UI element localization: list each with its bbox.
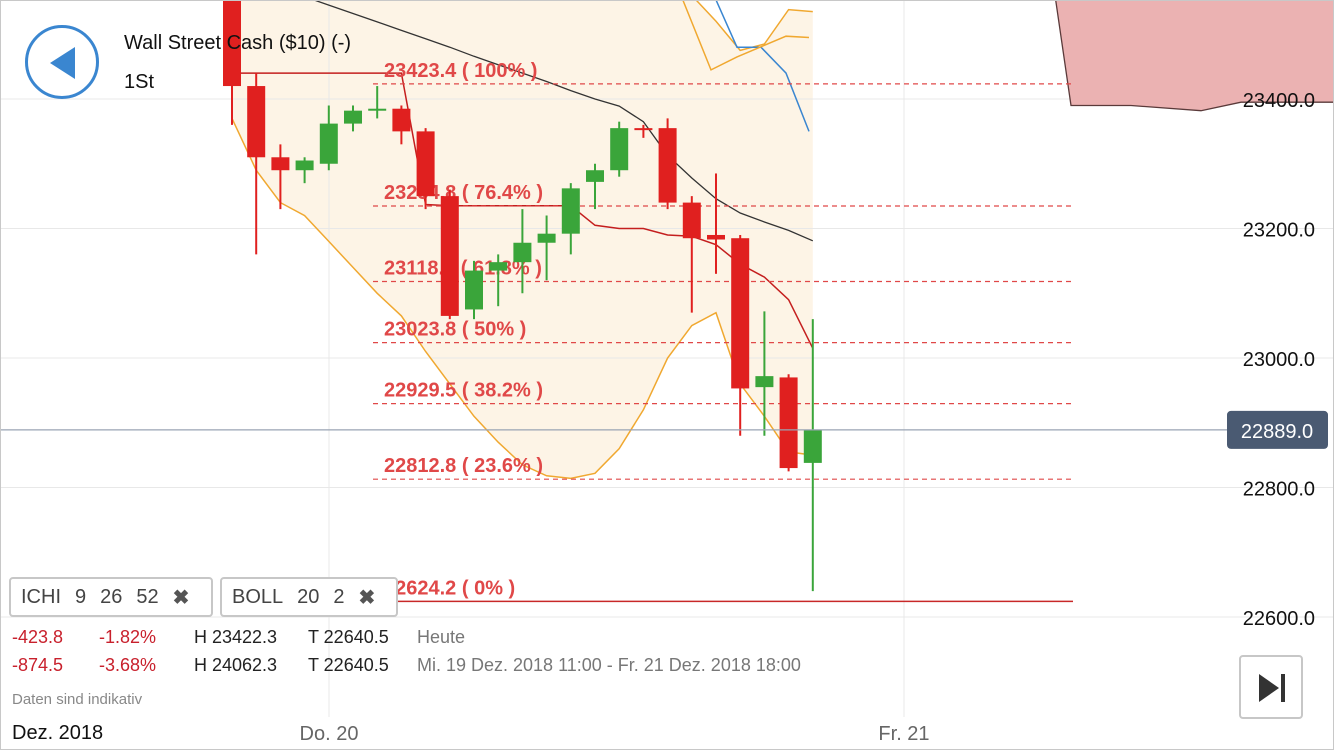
candle-body — [295, 160, 314, 171]
y-axis-tick-label: 23400.0 — [1243, 90, 1315, 112]
close-bollinger-icon[interactable]: ✖ — [358, 586, 376, 609]
candle-body — [271, 157, 290, 171]
ichimoku-param: 9 — [75, 585, 87, 608]
indicative-note: Daten sind indikativ — [12, 691, 143, 708]
low-today: T 22640.5 — [308, 627, 389, 647]
candle-body — [634, 128, 653, 131]
candle-body — [779, 377, 798, 469]
candle-body — [513, 242, 532, 263]
fibonacci-level-label: 22624.2 ( 0% ) — [384, 577, 515, 599]
ichimoku-name: ICHI — [21, 585, 61, 608]
ichimoku-param: 52 — [136, 585, 159, 608]
ichimoku-leading-line — [682, 1, 810, 71]
low-range: T 22640.5 — [308, 655, 389, 675]
candle-body — [489, 262, 508, 271]
back-button[interactable] — [25, 25, 99, 99]
candle-body — [803, 429, 822, 463]
candle-body — [561, 188, 580, 234]
high-range: H 24062.3 — [194, 655, 278, 675]
y-axis-tick-label: 23000.0 — [1243, 349, 1315, 371]
period-today: Heute — [417, 627, 466, 647]
candle-body — [537, 233, 556, 243]
ichimoku-cloud — [1055, 1, 1333, 111]
fibonacci-level-label: 22929.5 ( 38.2% ) — [384, 380, 543, 402]
bollinger-param: 2 — [333, 585, 345, 608]
candle-body — [707, 234, 725, 240]
x-axis-tick-label: Do. 20 — [300, 723, 359, 745]
ichimoku-param: 26 — [100, 585, 123, 608]
candle-body — [344, 110, 362, 124]
close-ichimoku-icon[interactable]: ✖ — [172, 586, 190, 609]
skip-to-end-button[interactable] — [1239, 655, 1303, 719]
back-arrow-icon — [50, 47, 75, 79]
candle-body — [368, 108, 387, 111]
candle-body — [586, 170, 604, 182]
y-axis-tick-label: 22600.0 — [1243, 608, 1315, 630]
candle-body — [682, 202, 701, 239]
ichimoku-indicator-chip[interactable]: ICHI 9 26 52 ✖ — [9, 577, 213, 617]
bollinger-name: BOLL — [232, 585, 284, 608]
bollinger-upper-line — [696, 1, 813, 52]
candle-body — [392, 108, 411, 132]
instrument-title: Wall Street Cash ($10) (-) — [124, 32, 352, 54]
bollinger-indicator-chip[interactable]: BOLL 20 2 ✖ — [220, 577, 398, 617]
candle-body — [416, 131, 435, 197]
y-axis-tick-label: 22800.0 — [1243, 479, 1315, 501]
y-axis-tick-label: 23200.0 — [1243, 220, 1315, 242]
ichimoku-cloud-edge — [1055, 1, 1333, 112]
current-price-tag — [1227, 410, 1328, 449]
fibonacci-level-label: 23023.8 ( 50% ) — [384, 319, 526, 341]
candle-body — [440, 196, 459, 316]
timeframe-label[interactable]: 1St — [124, 71, 155, 93]
current-price-label: 22889.0 — [1241, 421, 1313, 443]
fibonacci-level-label: 23234.8 ( 76.4% ) — [384, 182, 543, 204]
skip-end-icon — [1259, 674, 1285, 702]
high-today: H 23422.3 — [194, 627, 278, 647]
candle-body — [755, 376, 774, 388]
candle-body — [319, 123, 338, 164]
bollinger-lower-line — [231, 118, 813, 480]
x-axis-tick-label: Fr. 21 — [878, 723, 929, 745]
fibonacci-level-label: 22812.8 ( 23.6% ) — [384, 455, 543, 477]
change-today: -423.8 — [12, 627, 64, 647]
candle-body — [223, 1, 241, 87]
bollinger-param: 20 — [297, 585, 320, 608]
candle-body — [658, 128, 677, 203]
candle-body — [247, 86, 266, 158]
candle-body — [465, 270, 483, 310]
period-range: Mi. 19 Dez. 2018 11:00 - Fr. 21 Dez. 201… — [417, 655, 801, 675]
current-month-label: Dez. 2018 — [1, 718, 123, 749]
change-pct-today: -1.82% — [99, 627, 157, 647]
candle-body — [610, 128, 629, 171]
fibonacci-level-label: 23423.4 ( 100% ) — [384, 60, 537, 82]
change-pct-range: -3.68% — [99, 655, 157, 675]
candle-body — [731, 238, 750, 389]
change-range: -874.5 — [12, 655, 64, 675]
